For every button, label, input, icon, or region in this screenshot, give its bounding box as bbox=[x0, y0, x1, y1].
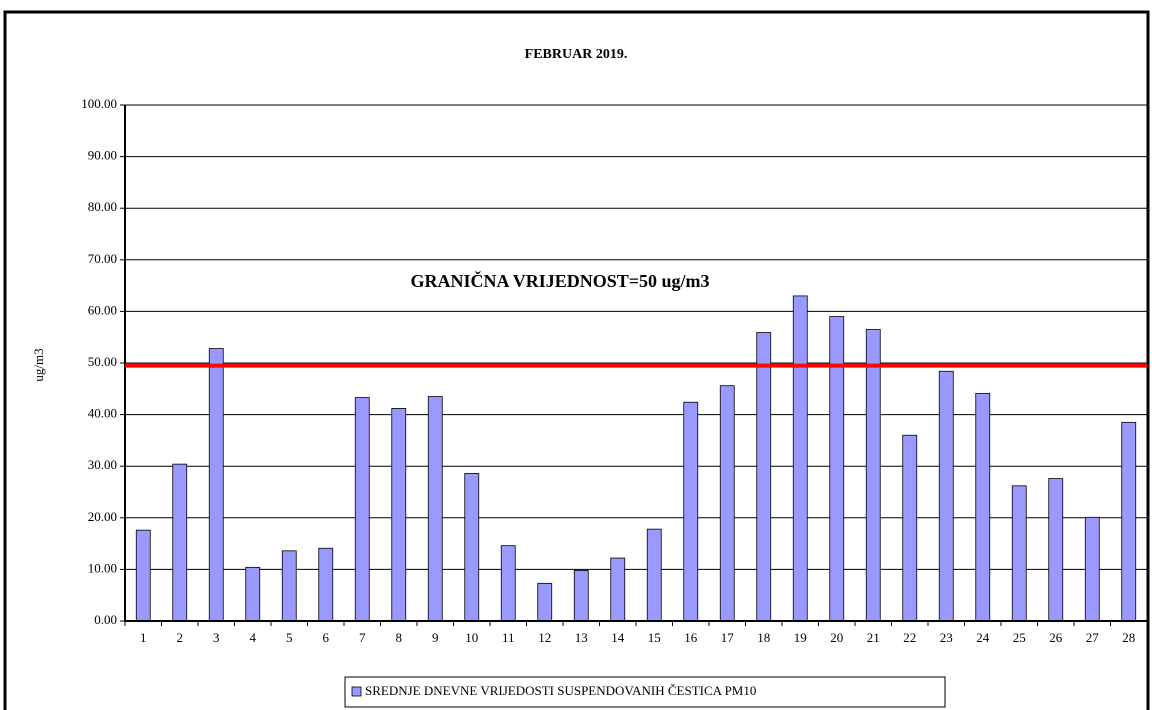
bar bbox=[1121, 421, 1137, 622]
bar bbox=[792, 295, 808, 622]
y-tick-label: 90.00 bbox=[88, 148, 117, 163]
x-tick-label: 7 bbox=[359, 630, 366, 645]
x-tick-label: 18 bbox=[757, 630, 770, 645]
bar bbox=[500, 545, 516, 622]
y-tick-label: 20.00 bbox=[88, 509, 117, 524]
x-tick-label: 4 bbox=[250, 630, 257, 645]
x-tick-label: 17 bbox=[721, 630, 735, 645]
x-tick-label: 23 bbox=[940, 630, 953, 645]
x-tick-label: 27 bbox=[1086, 630, 1100, 645]
bar bbox=[427, 396, 443, 622]
x-tick-label: 11 bbox=[502, 630, 515, 645]
chart-title: FEBRUAR 2019. bbox=[525, 47, 628, 62]
bar bbox=[464, 473, 480, 622]
x-tick-label: 5 bbox=[286, 630, 293, 645]
x-tick-label: 25 bbox=[1013, 630, 1026, 645]
y-tick-label: 30.00 bbox=[88, 457, 117, 472]
y-tick-label: 100.00 bbox=[81, 96, 117, 111]
y-tick-label: 0.00 bbox=[94, 612, 117, 627]
bar bbox=[1084, 516, 1100, 622]
legend-swatch bbox=[351, 686, 362, 697]
y-tick-label: 80.00 bbox=[88, 199, 117, 214]
bar bbox=[391, 408, 407, 622]
bar bbox=[719, 385, 735, 622]
x-tick-label: 28 bbox=[1122, 630, 1135, 645]
y-tick-label: 40.00 bbox=[88, 406, 117, 421]
x-tick-label: 15 bbox=[648, 630, 661, 645]
x-tick-label: 24 bbox=[976, 630, 990, 645]
bar bbox=[135, 529, 151, 622]
x-tick-label: 3 bbox=[213, 630, 220, 645]
x-tick-label: 13 bbox=[575, 630, 588, 645]
limit-label: GRANIČNA VRIJEDNOST=50 ug/m3 bbox=[411, 270, 710, 291]
x-tick-label: 14 bbox=[611, 630, 625, 645]
bar bbox=[354, 397, 370, 622]
bar bbox=[829, 316, 845, 622]
x-tick-label: 19 bbox=[794, 630, 807, 645]
bar bbox=[1048, 478, 1064, 622]
x-tick-label: 6 bbox=[323, 630, 330, 645]
bar bbox=[975, 393, 991, 622]
bar bbox=[208, 348, 224, 622]
bar bbox=[172, 463, 188, 622]
x-tick-label: 26 bbox=[1049, 630, 1063, 645]
bar bbox=[245, 566, 261, 622]
bar bbox=[902, 434, 918, 622]
bar bbox=[756, 332, 772, 622]
bar bbox=[938, 370, 954, 622]
bar bbox=[610, 557, 626, 622]
y-tick-label: 70.00 bbox=[88, 251, 117, 266]
y-tick-label: 10.00 bbox=[88, 560, 117, 575]
x-tick-label: 9 bbox=[432, 630, 439, 645]
frame bbox=[3, 10, 1150, 710]
x-tick-label: 20 bbox=[830, 630, 843, 645]
bar bbox=[573, 570, 589, 622]
bar bbox=[1011, 485, 1027, 622]
bar bbox=[646, 528, 662, 622]
bar bbox=[537, 582, 553, 622]
y-axis-label: ug/m3 bbox=[31, 348, 46, 381]
x-tick-label: 12 bbox=[538, 630, 551, 645]
bar bbox=[318, 547, 334, 622]
x-tick-label: 2 bbox=[177, 630, 184, 645]
x-tick-label: 8 bbox=[396, 630, 403, 645]
legend bbox=[344, 676, 946, 708]
x-tick-label: 10 bbox=[465, 630, 478, 645]
x-tick-label: 22 bbox=[903, 630, 916, 645]
bar bbox=[683, 401, 699, 622]
y-tick-label: 50.00 bbox=[88, 354, 117, 369]
bar bbox=[865, 329, 881, 622]
y-tick-label: 60.00 bbox=[88, 302, 117, 317]
x-tick-label: 21 bbox=[867, 630, 880, 645]
x-tick-label: 16 bbox=[684, 630, 698, 645]
legend-label: SREDNJE DNEVNE VRIJEDOSTI SUSPENDOVANIH … bbox=[365, 683, 756, 698]
x-tick-label: 1 bbox=[140, 630, 147, 645]
bar bbox=[281, 550, 297, 622]
